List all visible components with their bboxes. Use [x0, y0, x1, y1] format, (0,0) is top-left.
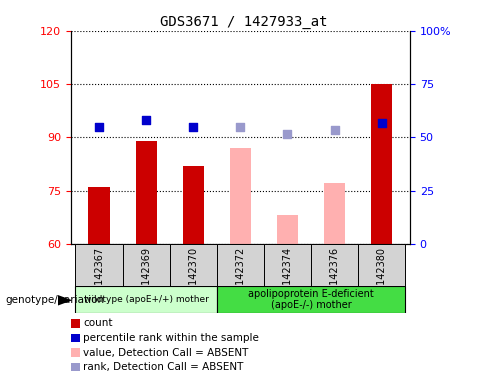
Text: GDS3671 / 1427933_at: GDS3671 / 1427933_at — [160, 15, 328, 28]
Point — [284, 131, 291, 137]
Bar — [277, 215, 298, 244]
Bar — [264, 244, 311, 286]
Point — [378, 120, 386, 126]
Bar — [371, 84, 392, 244]
Bar — [230, 148, 251, 244]
Bar — [183, 166, 204, 244]
Text: count: count — [83, 318, 112, 328]
Bar — [311, 244, 358, 286]
Point — [331, 127, 339, 133]
Bar — [324, 184, 345, 244]
Bar — [122, 244, 170, 286]
Bar — [88, 187, 110, 244]
Text: genotype/variation: genotype/variation — [5, 295, 104, 305]
Text: percentile rank within the sample: percentile rank within the sample — [83, 333, 259, 343]
Text: GSM142367: GSM142367 — [94, 247, 104, 306]
Bar — [136, 141, 157, 244]
Bar — [76, 244, 122, 286]
Point — [236, 124, 244, 130]
Text: value, Detection Call = ABSENT: value, Detection Call = ABSENT — [83, 348, 248, 358]
Text: wildtype (apoE+/+) mother: wildtype (apoE+/+) mother — [83, 295, 208, 304]
Text: apolipoprotein E-deficient
(apoE-/-) mother: apolipoprotein E-deficient (apoE-/-) mot… — [248, 289, 374, 310]
Bar — [170, 244, 217, 286]
Bar — [217, 244, 264, 286]
Point — [189, 124, 197, 130]
Polygon shape — [58, 295, 72, 306]
Text: GSM142376: GSM142376 — [329, 247, 340, 306]
Text: GSM142369: GSM142369 — [141, 247, 151, 306]
Bar — [76, 286, 217, 313]
Point — [95, 124, 103, 130]
Text: GSM142370: GSM142370 — [188, 247, 198, 306]
Text: rank, Detection Call = ABSENT: rank, Detection Call = ABSENT — [83, 362, 244, 372]
Text: GSM142372: GSM142372 — [235, 247, 245, 306]
Bar — [358, 244, 405, 286]
Point — [142, 116, 150, 122]
Bar — [217, 286, 405, 313]
Text: GSM142380: GSM142380 — [377, 247, 386, 306]
Text: GSM142374: GSM142374 — [283, 247, 292, 306]
